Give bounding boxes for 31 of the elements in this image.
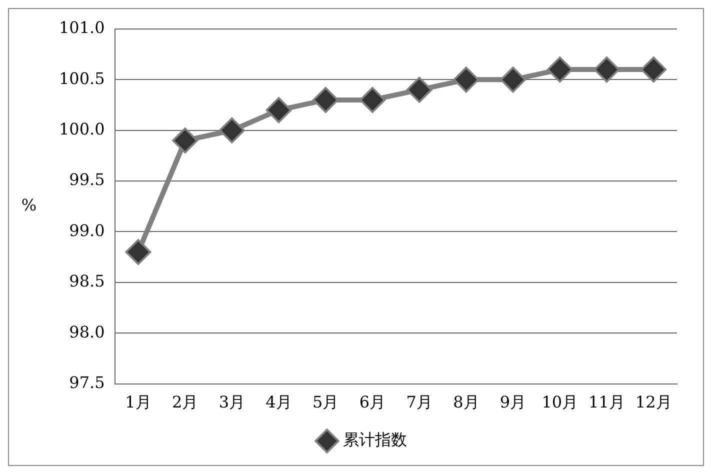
x-tick-label: 2月: [172, 392, 198, 412]
point: [406, 76, 432, 103]
x-tick-label: 6月: [359, 392, 386, 412]
x-tick-label: 5月: [312, 392, 339, 412]
point: [500, 66, 526, 93]
point: [453, 66, 480, 93]
y-tick-label: 100.5: [58, 68, 105, 88]
point: [172, 128, 198, 154]
y-tick-label: 99.5: [69, 170, 105, 190]
x-tick-label: 12月: [635, 392, 672, 412]
y-tick-label: 98.0: [69, 322, 105, 342]
y-tick-label: 97.5: [69, 372, 105, 392]
x-tick-label: 10月: [542, 392, 578, 412]
x-tick-label: 9月: [500, 392, 526, 412]
y-tick-label: 100.0: [58, 120, 105, 139]
y-tick-label: 99.0: [69, 220, 105, 240]
point: [218, 117, 245, 144]
x-tick-label: 11月: [588, 392, 625, 412]
x-tick-label: 1月: [125, 392, 152, 412]
point: [266, 97, 292, 124]
point: [125, 239, 152, 266]
legend-label: 累计指数: [343, 430, 407, 450]
y-tick-label: 101.0: [58, 18, 105, 38]
point: [546, 56, 573, 83]
x-tick-label: 3月: [218, 392, 246, 412]
y-axis-title: %: [21, 196, 37, 215]
x-tick-label: 4月: [266, 392, 292, 412]
x-tick-label: 7月: [406, 392, 432, 412]
y-tick-label: 98.5: [69, 272, 105, 291]
x-tick-label: 8月: [453, 392, 480, 412]
point: [640, 56, 667, 83]
